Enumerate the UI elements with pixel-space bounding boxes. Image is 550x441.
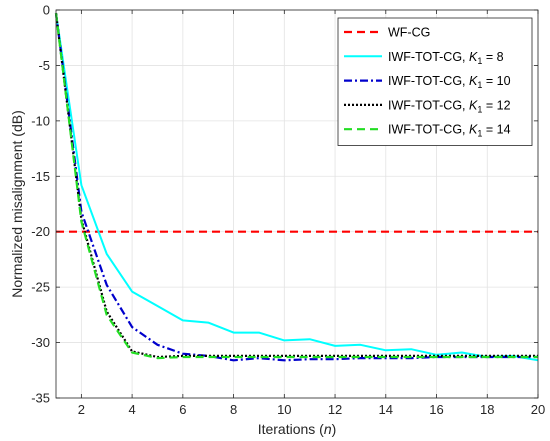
- y-tick-label: -10: [31, 113, 50, 128]
- plot-frame: [55, 9, 539, 399]
- legend-label-rest: = 12: [482, 98, 510, 112]
- x-tick-label: 12: [328, 402, 342, 417]
- legend-label: IWF-TOT-CG, K1 = 10: [388, 74, 511, 90]
- x-axis-label-main: Iterations (: [258, 421, 324, 437]
- x-tick-label: 2: [78, 402, 85, 417]
- y-tick-label: -35: [31, 391, 50, 406]
- legend-label: IWF-TOT-CG, K1 = 14: [388, 123, 511, 139]
- legend-label: WF-CG: [388, 26, 430, 40]
- legend-label-sub: 1: [477, 104, 482, 114]
- x-tick-label: 18: [480, 402, 494, 417]
- x-tick-label: 14: [379, 402, 393, 417]
- legend-label-var: K: [469, 98, 478, 112]
- legend-label-sub: 1: [477, 129, 482, 139]
- legend-label-text: IWF-TOT-CG,: [388, 50, 469, 64]
- legend-label-text: IWF-TOT-CG,: [388, 74, 469, 88]
- legend-label-text: WF-CG: [388, 26, 430, 40]
- legend-label-text: IWF-TOT-CG,: [388, 123, 469, 137]
- legend-label-var: K: [469, 74, 478, 88]
- ticks: 2 4 6 8 10 12 14 16 18 20 0 -5 -10 -15 -20 -25 -30 -35: [31, 3, 545, 418]
- x-tick-label: 4: [128, 402, 135, 417]
- series-group: [54, 13, 539, 362]
- series-line: [55, 13, 539, 362]
- x-tick-label: 8: [230, 402, 237, 417]
- legend-label: IWF-TOT-CG, K1 = 8: [388, 50, 504, 66]
- y-tick-label: -20: [31, 224, 50, 239]
- y-tick-label: -30: [31, 335, 50, 350]
- x-tick-label: 20: [531, 402, 545, 417]
- legend-box: [337, 17, 533, 146]
- x-axis-label-var: n: [324, 421, 332, 437]
- y-tick-label: -15: [31, 169, 50, 184]
- legend-label-var: K: [469, 123, 478, 137]
- legend-label-sub: 1: [477, 80, 482, 90]
- series-line: [54, 13, 538, 360]
- legend-label-var: K: [469, 50, 478, 64]
- y-tick-label: 0: [43, 3, 50, 18]
- legend-label-rest: = 8: [482, 50, 503, 64]
- y-tick-label: -5: [38, 58, 50, 73]
- legend-label-text: IWF-TOT-CG,: [388, 98, 469, 112]
- y-tick-label: -25: [31, 280, 50, 295]
- x-tick-label: 10: [277, 402, 291, 417]
- x-tick-label: 6: [179, 402, 186, 417]
- legend-label-sub: 1: [477, 56, 482, 66]
- legend-label-rest: = 10: [482, 74, 510, 88]
- x-axis-label: Iterations (n): [258, 421, 337, 437]
- x-axis-label-close: ): [332, 421, 337, 437]
- legend-label: IWF-TOT-CG, K1 = 12: [388, 98, 511, 114]
- x-tick-label: 16: [429, 402, 443, 417]
- legend-label-rest: = 14: [482, 123, 510, 137]
- y-axis-label: Normalized misalignment (dB): [9, 110, 25, 298]
